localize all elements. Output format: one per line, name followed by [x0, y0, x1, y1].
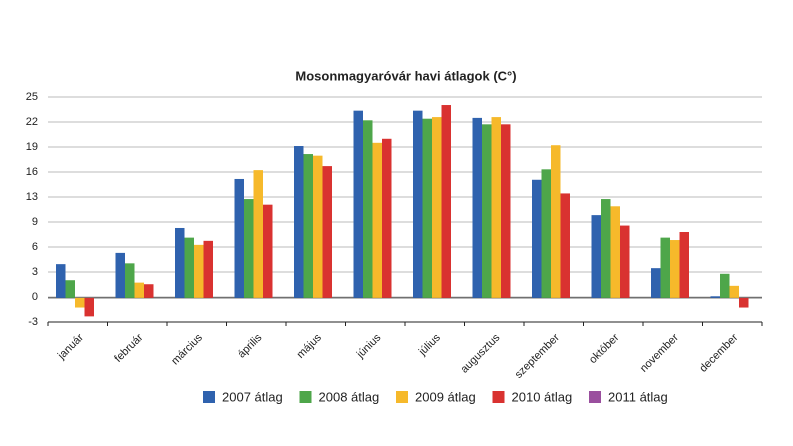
y-tick-label: 3	[32, 266, 38, 278]
bar	[65, 280, 75, 298]
x-tick-label: április	[236, 331, 265, 360]
legend-swatch	[203, 391, 215, 403]
bar	[482, 124, 492, 298]
bar	[56, 264, 66, 298]
legend: 2007 átlag 2008 átlag 2009 átlag 2010 átlag…	[203, 389, 668, 404]
y-tick-label: -3	[28, 316, 38, 328]
bar	[532, 179, 542, 298]
bar	[175, 227, 185, 298]
bar	[234, 178, 244, 298]
bar	[184, 237, 194, 298]
x-tick-label: január	[55, 331, 86, 362]
x-tick-label: június	[354, 331, 384, 361]
legend-label: 2008 átlag	[319, 389, 380, 404]
bar	[363, 120, 373, 298]
legend-label: 2007 átlag	[222, 389, 283, 404]
bar	[679, 232, 689, 298]
bar	[313, 155, 323, 298]
y-tick-label: 0	[32, 291, 38, 303]
x-tick-label: július	[416, 331, 443, 358]
x-tick-label: május	[295, 331, 325, 361]
bar	[382, 138, 392, 298]
bar	[303, 154, 313, 298]
y-tick-label: 9	[32, 216, 38, 228]
y-tick-label: 13	[26, 191, 38, 203]
bar	[620, 225, 630, 298]
y-tick-label: 19	[26, 141, 38, 153]
x-tick-label: szeptember	[513, 331, 562, 380]
bar	[244, 199, 254, 298]
legend-label: 2009 átlag	[415, 389, 476, 404]
bar	[422, 118, 432, 298]
bar	[670, 240, 680, 298]
bar	[194, 244, 204, 298]
legend-swatch	[589, 391, 601, 403]
bar	[263, 204, 273, 298]
bar	[144, 284, 154, 298]
bar	[551, 145, 561, 298]
legend-swatch	[492, 391, 505, 403]
bar	[84, 297, 94, 317]
x-tick-label: március	[169, 331, 205, 367]
bar	[294, 146, 304, 298]
bar	[432, 117, 442, 298]
bar	[591, 215, 601, 298]
bar	[353, 110, 363, 298]
y-tick-label: 22	[26, 116, 38, 128]
bar	[610, 206, 620, 298]
bar	[413, 110, 423, 298]
bar	[472, 117, 482, 298]
bar	[253, 170, 263, 298]
bar	[560, 193, 570, 298]
legend-swatch	[299, 391, 312, 403]
bar	[372, 142, 382, 298]
bar	[651, 268, 661, 298]
y-tick-label: 25	[26, 91, 38, 103]
bar	[491, 117, 501, 298]
bar	[660, 237, 670, 298]
legend-label: 2010 átlag	[512, 389, 573, 404]
bar	[729, 285, 739, 298]
chart-title: Mosonmagyaróvár havi átlagok (C°)	[295, 68, 516, 83]
y-tick-label: 6	[32, 241, 38, 253]
x-tick-label: augusztus	[458, 331, 502, 375]
legend-label: 2011 átlag	[608, 389, 668, 404]
bar	[739, 297, 749, 308]
x-tick-label: december	[697, 331, 740, 374]
legend-swatch	[396, 391, 408, 403]
bar	[441, 105, 451, 298]
bar	[541, 169, 551, 298]
bar	[710, 296, 720, 298]
bar	[322, 166, 332, 298]
bar	[720, 273, 730, 298]
bar	[501, 124, 511, 298]
y-tick-label: 16	[26, 166, 38, 178]
x-tick-label: október	[587, 331, 622, 366]
bar	[134, 282, 144, 298]
x-tick-label: február	[112, 331, 145, 364]
bar	[203, 240, 213, 298]
x-tick-label: november	[638, 331, 681, 374]
bar	[125, 263, 135, 298]
bar	[75, 297, 85, 308]
bar	[601, 199, 611, 298]
bar	[115, 252, 125, 298]
